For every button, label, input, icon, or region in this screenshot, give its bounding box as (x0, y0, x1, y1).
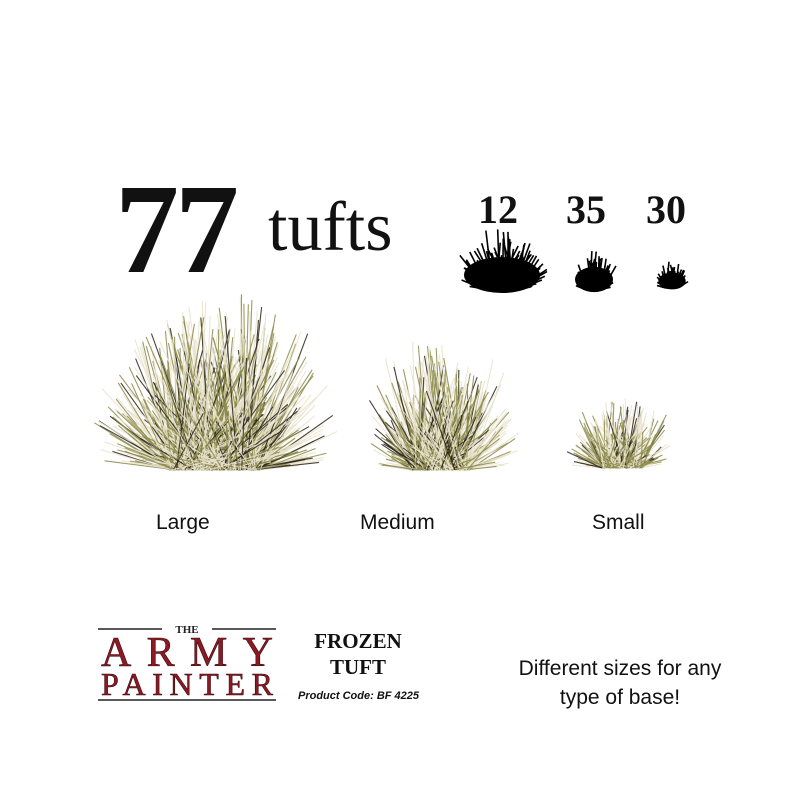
medium-count: 35 (566, 187, 606, 232)
small-tuft-silhouette (656, 261, 689, 290)
svg-text:THE: THE (175, 624, 198, 636)
medium-tuft (368, 341, 519, 471)
large-count: 12 (478, 187, 518, 232)
army-painter-logo: THE ARMY PAINTER (98, 624, 276, 702)
size-label-medium: Medium (360, 511, 435, 534)
product-name: FROZEN TUFT (310, 628, 406, 680)
medium-tuft-silhouette (575, 251, 617, 293)
tagline: Different sizes for any type of base! (518, 657, 722, 709)
size-label-small: Small (592, 511, 645, 534)
tufts-word: tufts (268, 189, 393, 266)
large-tuft (94, 294, 338, 471)
product-code: Product Code: BF 4225 (298, 690, 420, 702)
tuft-count: 77 (115, 158, 239, 300)
product-name-line2: TUFT (329, 655, 386, 679)
size-label-large: Large (156, 511, 210, 534)
small-tuft (566, 398, 671, 469)
product-name-line1: FROZEN (314, 629, 402, 653)
large-tuft-silhouette (459, 229, 548, 293)
svg-text:PAINTER: PAINTER (101, 666, 274, 702)
small-count: 30 (646, 187, 686, 232)
